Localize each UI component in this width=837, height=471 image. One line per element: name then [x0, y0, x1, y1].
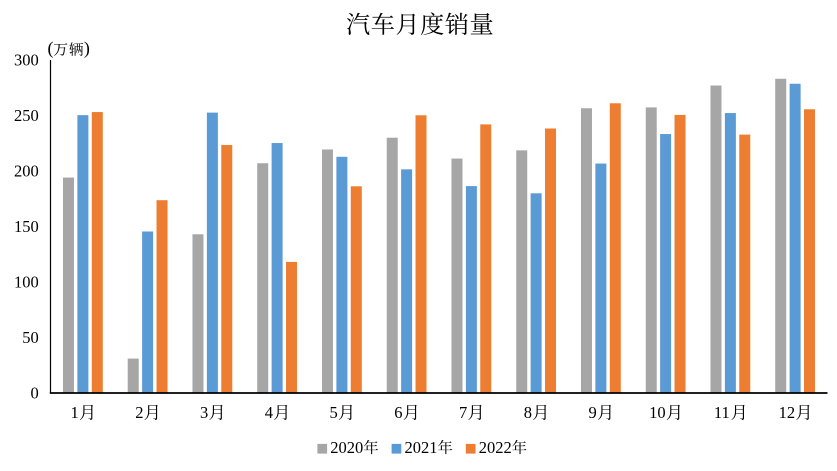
svg-text:150: 150 — [14, 217, 39, 236]
svg-text:2020: 2020 — [330, 438, 363, 457]
svg-text:100: 100 — [14, 273, 39, 292]
svg-text:9: 9 — [589, 403, 597, 422]
svg-text:6: 6 — [394, 403, 402, 422]
svg-text:5: 5 — [330, 403, 338, 422]
svg-text:250: 250 — [14, 106, 39, 125]
svg-text:3: 3 — [200, 403, 208, 422]
svg-text:): ) — [84, 38, 90, 59]
svg-text:12: 12 — [779, 403, 796, 422]
svg-text:50: 50 — [22, 328, 39, 347]
svg-text:300: 300 — [14, 51, 39, 70]
svg-text:2022: 2022 — [479, 438, 512, 457]
svg-text:0: 0 — [31, 384, 39, 403]
svg-text:11: 11 — [714, 403, 730, 422]
svg-text:10: 10 — [649, 403, 666, 422]
svg-text:1: 1 — [71, 403, 79, 422]
svg-text:2: 2 — [135, 403, 143, 422]
svg-text:7: 7 — [459, 403, 467, 422]
svg-text:8: 8 — [524, 403, 532, 422]
svg-text:(: ( — [48, 38, 54, 59]
svg-text:2021: 2021 — [405, 438, 438, 457]
svg-text:4: 4 — [265, 403, 273, 422]
svg-text:200: 200 — [14, 162, 39, 181]
